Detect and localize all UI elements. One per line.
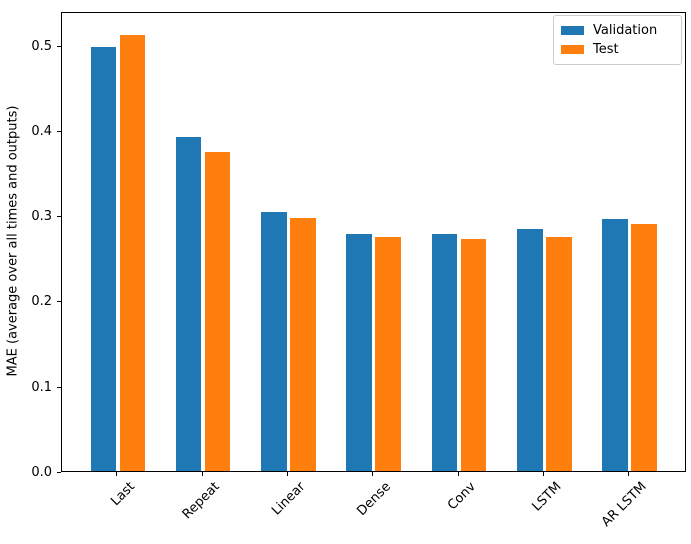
bar-validation-dense: [346, 234, 372, 471]
y-tick-label: 0.0: [31, 464, 52, 480]
x-tick-mark: [286, 472, 288, 476]
bar-test-conv: [460, 239, 487, 471]
x-tick-mark: [628, 472, 630, 476]
x-tick-label-lstm: LSTM: [529, 479, 565, 515]
plot-area: [61, 12, 686, 472]
legend-label-validation: Validation: [593, 23, 658, 38]
bar-test-dense: [375, 236, 401, 471]
y-tick-label: 0.3: [31, 209, 52, 225]
y-tick-label: 0.5: [31, 39, 52, 55]
x-tick-label-conv: Conv: [444, 479, 479, 514]
y-tick-mark: [57, 46, 61, 48]
y-tick-label: 0.2: [31, 294, 52, 310]
x-tick-label-ar-lstm: AR LSTM: [598, 479, 650, 531]
y-tick-label: 0.1: [31, 379, 52, 395]
y-tick-mark: [57, 301, 61, 303]
x-tick-label-linear: Linear: [269, 479, 309, 519]
x-tick-label-repeat: Repeat: [180, 479, 224, 523]
x-tick-mark: [457, 472, 459, 476]
legend-swatch-test-icon: [561, 45, 584, 54]
y-tick-mark: [57, 386, 61, 388]
y-axis-label: MAE (average over all times and outputs): [5, 105, 21, 377]
legend-swatch-validation-icon: [561, 26, 584, 35]
bar-validation-lstm: [517, 228, 543, 471]
y-tick-mark: [57, 471, 61, 473]
bar-test-last: [119, 35, 146, 471]
x-tick-mark: [542, 472, 544, 476]
bar-validation-ar-lstm: [602, 218, 628, 471]
legend: Validation Test: [553, 15, 682, 65]
x-tick-label-last: Last: [107, 479, 138, 510]
y-tick-mark: [57, 131, 61, 133]
bar-validation-repeat: [175, 136, 202, 471]
bar-test-lstm: [546, 236, 572, 471]
bar-validation-last: [90, 46, 117, 471]
x-tick-mark: [372, 472, 374, 476]
legend-item-test: Test: [561, 40, 673, 59]
y-tick-mark: [57, 216, 61, 218]
bar-validation-linear: [261, 211, 287, 471]
x-tick-label-dense: Dense: [353, 479, 394, 519]
bar-test-linear: [290, 217, 316, 471]
y-tick-label: 0.4: [31, 124, 52, 140]
x-tick-mark: [116, 472, 118, 476]
bar-test-repeat: [204, 151, 231, 471]
x-tick-mark: [201, 472, 203, 476]
legend-item-validation: Validation: [561, 21, 673, 40]
bar-validation-conv: [431, 234, 458, 471]
bar-test-ar-lstm: [631, 223, 657, 471]
legend-label-test: Test: [593, 42, 619, 57]
